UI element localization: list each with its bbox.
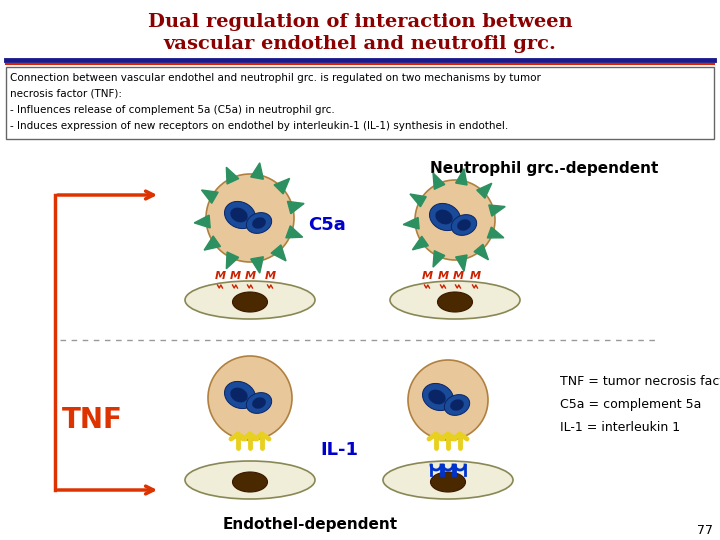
Polygon shape (413, 236, 428, 250)
Text: M: M (264, 271, 276, 281)
Text: M: M (215, 271, 225, 281)
Text: TNF: TNF (62, 406, 123, 434)
Text: IL-1: IL-1 (320, 441, 358, 459)
Text: Endothel-dependent: Endothel-dependent (222, 517, 397, 532)
Ellipse shape (438, 292, 472, 312)
Text: Dual regulation of interaction between: Dual regulation of interaction between (148, 13, 572, 31)
Polygon shape (204, 236, 220, 250)
Ellipse shape (450, 399, 464, 411)
Polygon shape (251, 256, 264, 273)
Polygon shape (226, 252, 239, 269)
Ellipse shape (457, 219, 471, 231)
Polygon shape (410, 194, 426, 207)
Polygon shape (274, 178, 289, 194)
Ellipse shape (436, 210, 453, 225)
Ellipse shape (233, 292, 268, 312)
Ellipse shape (383, 461, 513, 499)
Ellipse shape (225, 381, 256, 409)
Ellipse shape (431, 472, 466, 492)
Polygon shape (194, 215, 210, 228)
Ellipse shape (246, 213, 271, 233)
Ellipse shape (415, 180, 495, 260)
Text: M: M (244, 271, 256, 281)
Text: M: M (452, 271, 464, 281)
Text: vascular endothel and neutrofil grc.: vascular endothel and neutrofil grc. (163, 35, 557, 53)
Ellipse shape (246, 393, 271, 414)
Ellipse shape (252, 397, 266, 409)
Text: M: M (469, 271, 480, 281)
Ellipse shape (230, 388, 248, 402)
Ellipse shape (408, 360, 488, 440)
Ellipse shape (185, 281, 315, 319)
Ellipse shape (185, 461, 315, 499)
Polygon shape (433, 251, 445, 267)
Polygon shape (456, 169, 467, 185)
Ellipse shape (451, 214, 477, 235)
Ellipse shape (428, 389, 446, 404)
Ellipse shape (390, 281, 520, 319)
Polygon shape (489, 205, 505, 216)
Text: C5a: C5a (308, 216, 346, 234)
Polygon shape (456, 255, 467, 271)
Text: M: M (230, 271, 240, 281)
Ellipse shape (444, 395, 469, 415)
Ellipse shape (430, 204, 461, 231)
Ellipse shape (206, 174, 294, 262)
Polygon shape (477, 183, 492, 198)
Text: Connection between vascular endothel and neutrophil grc. is regulated on two mec: Connection between vascular endothel and… (10, 73, 541, 83)
Ellipse shape (225, 201, 256, 228)
Ellipse shape (423, 383, 454, 410)
Polygon shape (286, 226, 302, 238)
Polygon shape (474, 244, 488, 260)
Polygon shape (226, 167, 239, 184)
Polygon shape (202, 190, 218, 203)
Text: TNF = tumor necrosis factor
C5a = complement 5a
IL-1 = interleukin 1: TNF = tumor necrosis factor C5a = comple… (560, 375, 720, 434)
Polygon shape (403, 218, 419, 229)
Text: 77: 77 (697, 523, 713, 537)
Polygon shape (251, 163, 264, 179)
Ellipse shape (252, 217, 266, 229)
Text: - Influences release of complement 5a (C5a) in neutrophil grc.: - Influences release of complement 5a (C… (10, 105, 335, 115)
Ellipse shape (233, 472, 268, 492)
Text: necrosis factor (TNF):: necrosis factor (TNF): (10, 89, 122, 99)
Polygon shape (271, 245, 286, 261)
Ellipse shape (230, 207, 248, 222)
Text: M: M (438, 271, 449, 281)
Polygon shape (487, 227, 504, 238)
Text: M: M (421, 271, 433, 281)
Polygon shape (287, 201, 304, 214)
FancyBboxPatch shape (6, 67, 714, 139)
Text: - Induces expression of new receptors on endothel by interleukin-1 (IL-1) synthe: - Induces expression of new receptors on… (10, 121, 508, 131)
Ellipse shape (208, 356, 292, 440)
Text: Neutrophil grc.-dependent: Neutrophil grc.-dependent (430, 160, 658, 176)
Polygon shape (433, 173, 445, 190)
